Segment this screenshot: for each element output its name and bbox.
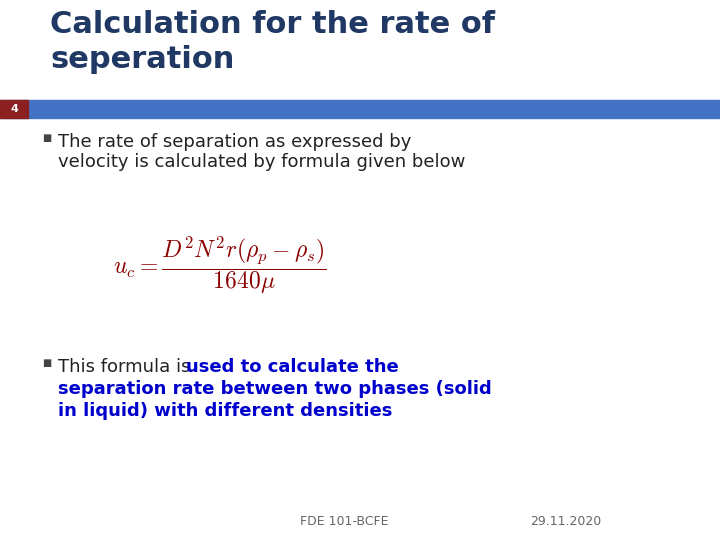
Text: velocity is calculated by formula given below: velocity is calculated by formula given … (58, 153, 465, 171)
Text: FDE 101-BCFE: FDE 101-BCFE (300, 515, 389, 528)
Text: used to calculate the: used to calculate the (186, 358, 399, 376)
Bar (0, 0, 720, 100)
Text: 4: 4 (10, 104, 18, 114)
Text: separation rate between two phases (solid: separation rate between two phases (soli… (58, 380, 492, 398)
Text: 29.11.2020: 29.11.2020 (530, 515, 601, 528)
Text: seperation: seperation (50, 45, 235, 74)
Text: Calculation for the rate of: Calculation for the rate of (50, 10, 495, 39)
Text: ■: ■ (42, 133, 51, 143)
Text: ■: ■ (42, 358, 51, 368)
Text: This formula is: This formula is (58, 358, 197, 376)
Bar (0, 100, 28, 118)
Bar (0, 100, 720, 118)
Text: $u_c = \dfrac{D^2N^2r(\rho_p - \rho_s)}{1640\mu}$: $u_c = \dfrac{D^2N^2r(\rho_p - \rho_s)}{… (113, 235, 327, 297)
Text: in liquid) with different densities: in liquid) with different densities (58, 402, 392, 420)
Text: The rate of separation as expressed by: The rate of separation as expressed by (58, 133, 411, 151)
